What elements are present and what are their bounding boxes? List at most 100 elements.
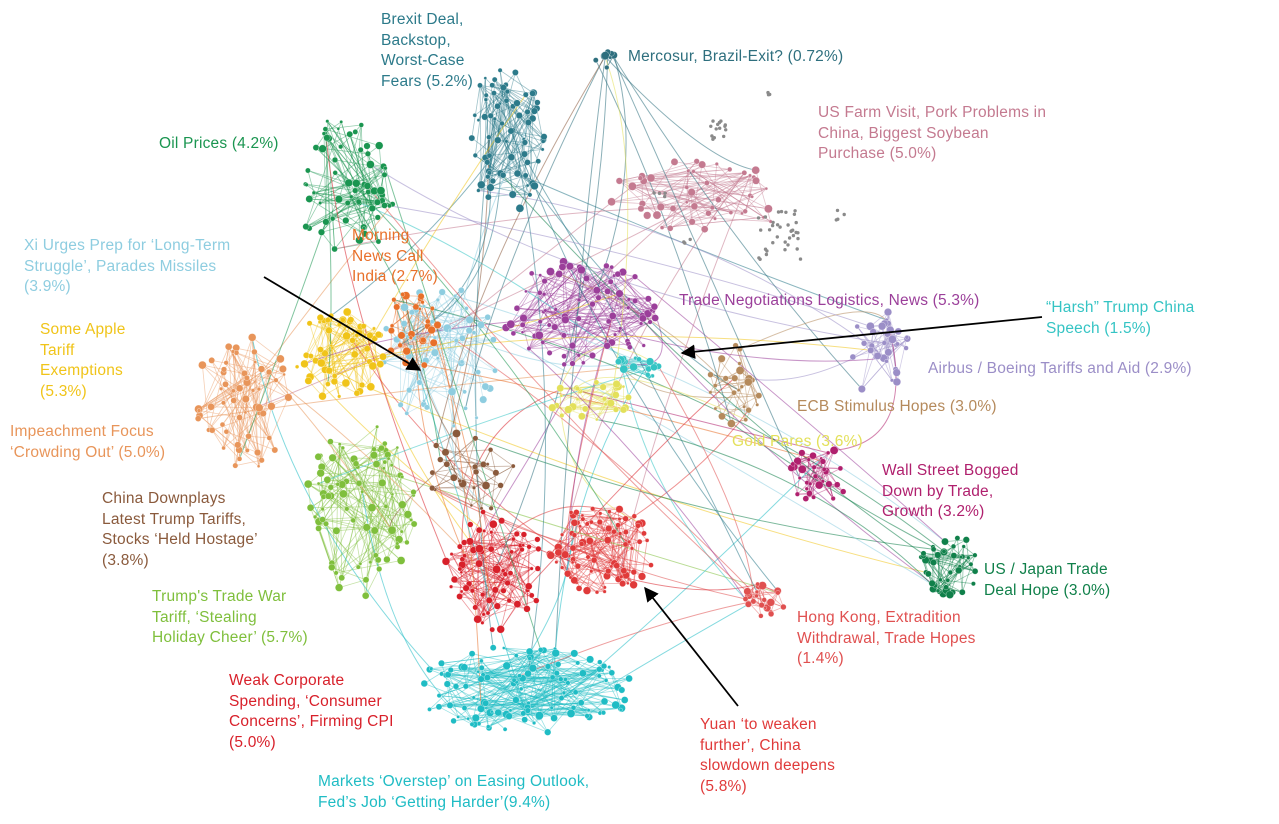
- node-apple: [324, 317, 331, 324]
- edge-markets: [461, 666, 625, 701]
- edge-yuan: [608, 511, 615, 532]
- edge-farm: [688, 170, 757, 182]
- cross-edge: [748, 330, 899, 381]
- node-brexit: [494, 103, 501, 110]
- node-tradewar: [360, 489, 365, 494]
- node-downplay: [480, 461, 487, 468]
- node-morning: [429, 338, 438, 347]
- edge-weakcorp: [500, 586, 530, 630]
- edge-trade_neg: [608, 314, 643, 322]
- isolated-node: [786, 223, 790, 227]
- node-ecb: [707, 371, 714, 378]
- cross-edge: [570, 172, 745, 513]
- node-airbus: [904, 335, 909, 340]
- edge-oil: [327, 120, 339, 130]
- edge-yuan: [587, 528, 610, 558]
- edge-markets: [481, 667, 588, 717]
- edge-farm: [693, 171, 771, 222]
- cross-edge: [658, 366, 754, 602]
- edge-yuan: [592, 508, 652, 566]
- node-markets: [468, 650, 476, 657]
- edge-yuan: [576, 518, 626, 583]
- node-airbus: [892, 377, 901, 386]
- edge-tradewar: [339, 444, 343, 578]
- edge-weakcorp: [474, 549, 523, 608]
- edge-markets: [515, 699, 548, 733]
- edge-japan: [937, 572, 951, 592]
- node-brexit: [508, 190, 517, 199]
- node-tradewar: [358, 561, 363, 566]
- edge-yuan: [586, 523, 643, 577]
- edge-apple: [364, 325, 381, 365]
- edge-brexit: [489, 149, 543, 156]
- label-trade-war: Trump's Trade War Tariff, ‘Stealing Holi…: [152, 588, 308, 646]
- edge-yuan: [618, 518, 620, 580]
- node-downplay: [472, 463, 479, 470]
- cross-edge: [367, 185, 749, 594]
- node-harsh: [629, 362, 638, 372]
- node-weakcorp: [462, 584, 470, 592]
- edge-farm: [716, 163, 764, 218]
- isolated-node: [718, 126, 722, 130]
- node-xi: [424, 404, 430, 411]
- node-downplay: [450, 473, 458, 482]
- edge-impeach: [232, 351, 240, 459]
- edge-oil: [332, 218, 335, 250]
- node-yuan: [619, 580, 626, 587]
- node-brexit: [484, 159, 491, 166]
- node-ecb: [713, 406, 718, 411]
- label-trade-negotiations: Trade Negotiations Logistics, News (5.3%…: [679, 292, 980, 309]
- edge-trade_neg: [543, 311, 565, 336]
- edge-trade_neg: [510, 274, 541, 325]
- node-markets: [438, 659, 445, 667]
- node-tradewar: [316, 469, 325, 478]
- edge-farm: [643, 180, 658, 216]
- label-morning: Morning News Call India (2.7%): [352, 227, 438, 285]
- node-markets: [505, 712, 513, 720]
- node-ecb: [735, 366, 745, 375]
- edge-markets: [480, 703, 583, 710]
- edge-tradewar: [355, 463, 387, 507]
- isolated-node: [792, 212, 797, 216]
- edge-tradewar: [330, 487, 367, 528]
- edge-xi: [400, 290, 462, 405]
- edge-weakcorp: [490, 548, 528, 610]
- edge-trade_neg: [611, 298, 649, 343]
- node-apple: [316, 314, 324, 322]
- node-brexit: [472, 152, 478, 158]
- node-weakcorp: [519, 547, 525, 553]
- node-brexit: [483, 97, 488, 102]
- node-hongkong: [761, 597, 767, 603]
- edge-tradewar: [332, 457, 360, 484]
- node-trade_neg: [613, 332, 618, 337]
- node-apple: [330, 377, 338, 386]
- edge-markets: [441, 673, 506, 730]
- node-markets: [471, 713, 480, 722]
- node-tradewar: [386, 456, 391, 461]
- node-brexit: [540, 133, 548, 141]
- edge-impeach: [238, 449, 262, 461]
- node-impeach: [209, 427, 216, 434]
- node-gold: [595, 417, 599, 422]
- node-wallst: [808, 481, 813, 486]
- edge-markets: [447, 674, 475, 725]
- node-weakcorp: [485, 610, 491, 616]
- edge-apple: [354, 354, 372, 387]
- edge-brexit: [499, 103, 534, 184]
- node-apple: [308, 353, 314, 359]
- node-apple: [349, 337, 356, 344]
- cross-edge: [370, 164, 897, 346]
- cross-edge: [564, 182, 708, 317]
- node-markets: [607, 665, 612, 669]
- edge-brexit: [485, 95, 503, 124]
- edge-weakcorp: [461, 564, 483, 623]
- edge-brexit: [474, 78, 486, 156]
- node-downplay: [481, 481, 491, 490]
- edge-markets: [431, 653, 575, 670]
- edge-tradewar: [318, 528, 340, 588]
- node-markets: [549, 705, 554, 710]
- node-tradewar: [367, 503, 377, 512]
- node-markets: [538, 647, 544, 653]
- node-yuan: [623, 529, 629, 535]
